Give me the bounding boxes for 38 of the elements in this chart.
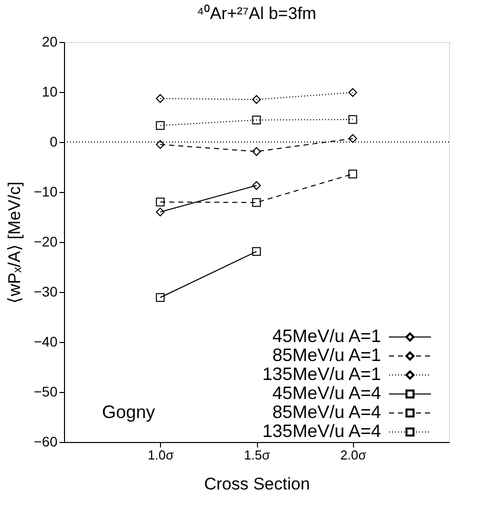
- legend-label: 135MeV/u A=1: [262, 364, 381, 384]
- y-tick-label: −20: [34, 234, 58, 250]
- point: [156, 140, 165, 149]
- y-tick-label: −10: [34, 184, 58, 200]
- point: [156, 208, 165, 216]
- x-tick-label: 1.0σ: [148, 448, 174, 462]
- point: [252, 181, 261, 190]
- point: [156, 293, 165, 302]
- point: [348, 134, 358, 143]
- x-tick-label: 2.0σ: [340, 448, 366, 462]
- legend-label: 45MeV/u A=1: [272, 326, 381, 346]
- y-axis-title: ⟨wPₓ/A⟩ [MeV/c]: [4, 182, 24, 304]
- y-tick-label: −50: [34, 384, 58, 400]
- point: [252, 247, 261, 256]
- legend-label: 135MeV/u A=4: [262, 421, 381, 441]
- x-tick-label: 1.5σ: [244, 448, 270, 462]
- point: [156, 121, 165, 130]
- point: [252, 147, 261, 156]
- annotation: Gogny: [102, 402, 156, 422]
- legend-label: 45MeV/u A=4: [272, 383, 381, 403]
- point: [348, 88, 358, 97]
- y-tick-label: −30: [34, 284, 58, 300]
- point: [156, 94, 165, 103]
- point: [156, 198, 165, 206]
- chart-title: ⁴⁰Ar+²⁷Al b=3fm: [196, 4, 316, 23]
- point: [348, 170, 358, 178]
- point: [252, 198, 261, 207]
- point: [252, 95, 261, 104]
- y-tick-label: −60: [34, 434, 58, 450]
- y-tick-label: 20: [42, 34, 58, 50]
- y-tick-label: −40: [34, 334, 58, 350]
- y-tick-label: 0: [50, 134, 58, 150]
- legend-label: 85MeV/u A=1: [272, 345, 381, 365]
- point: [348, 115, 358, 124]
- y-tick-label: 10: [42, 84, 58, 100]
- x-axis-title: Cross Section: [204, 474, 310, 494]
- legend-label: 85MeV/u A=4: [272, 402, 381, 422]
- point: [252, 116, 261, 124]
